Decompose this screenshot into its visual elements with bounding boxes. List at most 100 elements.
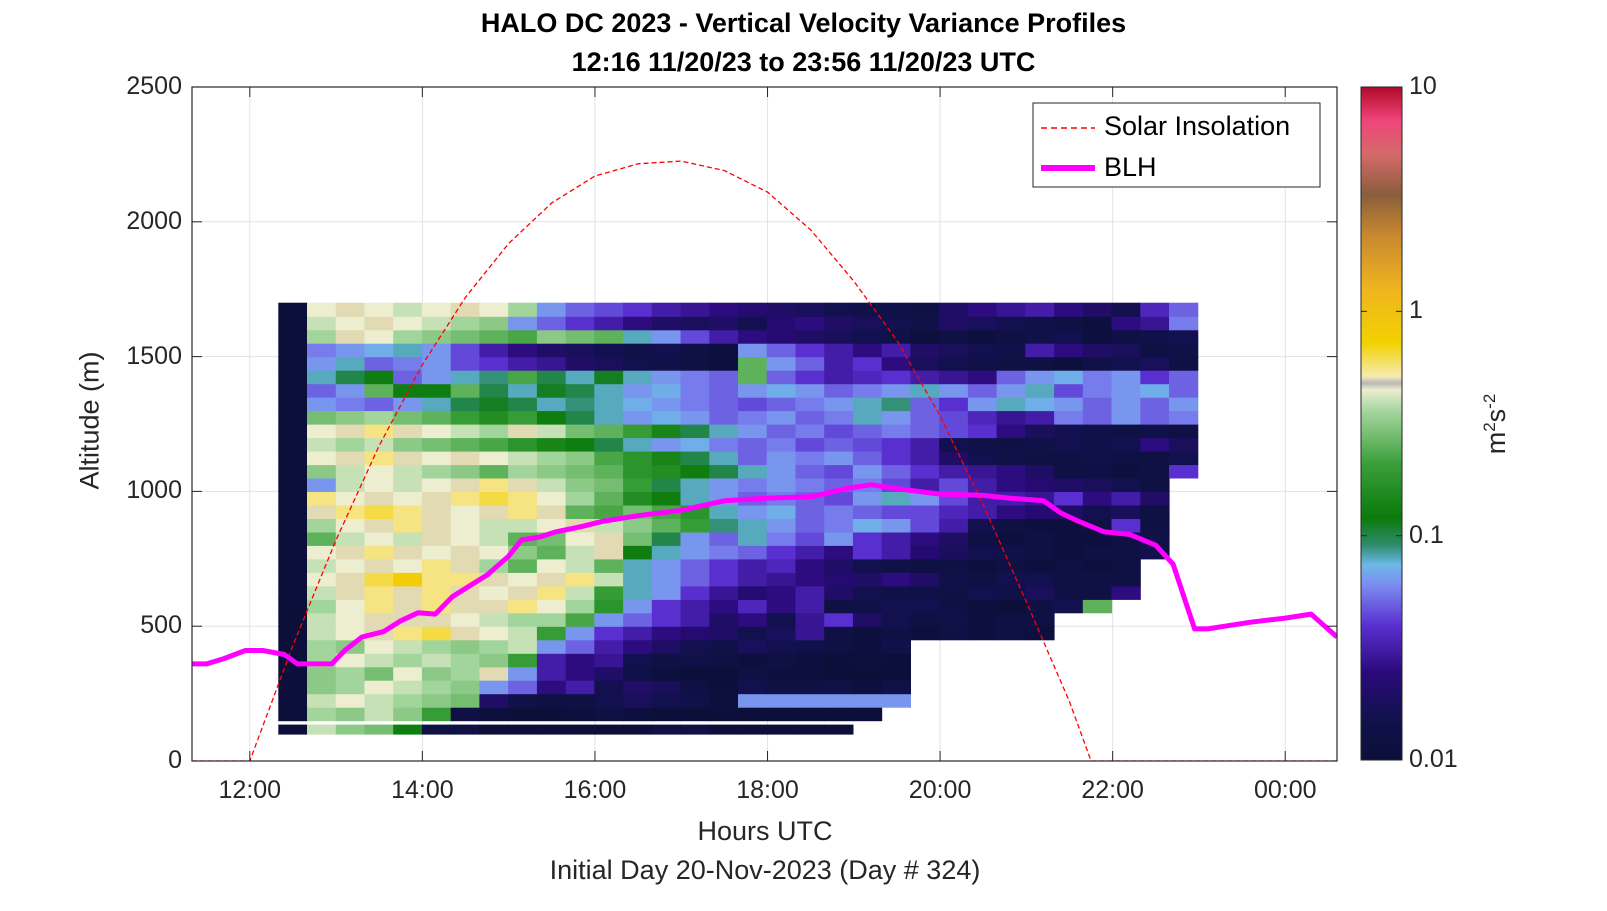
heatmap-cell (795, 572, 825, 587)
heatmap-cell (335, 410, 366, 425)
heatmap-cell (852, 397, 883, 412)
heatmap-cell (766, 437, 796, 452)
heatmap-cell (421, 451, 452, 466)
heatmap-cell (939, 437, 969, 452)
heatmap-cell (623, 316, 653, 331)
heatmap-cell (335, 356, 366, 371)
heatmap-cell (881, 424, 911, 439)
heatmap-cell (996, 356, 1026, 371)
heatmap-cell (738, 302, 768, 317)
heatmap-cell (651, 599, 682, 614)
heatmap-cell (364, 504, 394, 519)
heatmap-cell (996, 343, 1026, 358)
x-tick-label: 18:00 (736, 776, 799, 804)
heatmap-cell (364, 666, 394, 681)
heatmap-cell (852, 329, 883, 344)
heatmap-cell (594, 437, 624, 452)
heatmap-cell (967, 343, 998, 358)
heatmap-cell (623, 693, 653, 708)
heatmap-cell (1082, 397, 1113, 412)
heatmap-cell (335, 531, 366, 546)
heatmap-cell (450, 410, 480, 425)
heatmap-cell (393, 531, 423, 546)
heatmap-cell (479, 599, 509, 614)
heatmap-cell (852, 504, 883, 519)
heatmap-cell (852, 626, 883, 641)
heatmap-cell (738, 693, 768, 708)
heatmap-cell (623, 397, 653, 412)
heatmap-cell (565, 383, 595, 398)
heatmap-cell (795, 464, 825, 479)
colorbar-tick-label: 1 (1409, 296, 1423, 325)
heatmap-cell (996, 558, 1026, 573)
heatmap-cell (881, 612, 911, 627)
heatmap-cell (709, 639, 739, 654)
heatmap-cell (335, 383, 366, 398)
heatmap-cell (738, 707, 768, 722)
heatmap-cell (680, 558, 710, 573)
heatmap-cell (881, 397, 911, 412)
heatmap-cell (967, 531, 998, 546)
heatmap-cell (536, 666, 567, 681)
heatmap-cell (910, 397, 940, 412)
heatmap-cell (421, 707, 452, 722)
heatmap-cell (479, 383, 509, 398)
heatmap-cell (939, 302, 969, 317)
heatmap-cell (278, 504, 308, 519)
heatmap-cell (307, 302, 337, 317)
heatmap-cell (651, 329, 682, 344)
heatmap-cell (1082, 518, 1113, 533)
heatmap-cell (508, 666, 538, 681)
heatmap-cell (536, 356, 567, 371)
heatmap-cell (278, 329, 308, 344)
heatmap-cell (680, 572, 710, 587)
heatmap-cell (1054, 585, 1084, 600)
heatmap-cell (1054, 424, 1084, 439)
chart-title: HALO DC 2023 - Vertical Velocity Varianc… (480, 8, 1127, 38)
heatmap-cell (1082, 558, 1113, 573)
heatmap-cell (1140, 464, 1170, 479)
heatmap-cell (450, 531, 480, 546)
heatmap-cell (967, 599, 998, 614)
heatmap-cell (795, 437, 825, 452)
heatmap-cell (881, 585, 911, 600)
heatmap-cell (651, 518, 682, 533)
heatmap-cell (824, 491, 854, 506)
heatmap-cell (910, 356, 940, 371)
heatmap-cell (1025, 518, 1055, 533)
heatmap-cell (680, 545, 710, 560)
heatmap-cell (421, 693, 452, 708)
heatmap-cell (795, 666, 825, 681)
heatmap-cell (479, 464, 509, 479)
heatmap-cell (766, 370, 796, 385)
colorbar (1360, 86, 1403, 761)
heatmap-cell (450, 599, 480, 614)
colorbar-label-sup2: -2 (1480, 393, 1499, 409)
heatmap-cell (651, 531, 682, 546)
heatmap-cell (967, 316, 998, 331)
heatmap-cell (393, 356, 423, 371)
heatmap-cell (594, 329, 624, 344)
heatmap-cell (1054, 397, 1084, 412)
heatmap-cell (1054, 370, 1084, 385)
heatmap-cell (709, 343, 739, 358)
heatmap-cell (335, 504, 366, 519)
heatmap-cell (335, 693, 366, 708)
heatmap-cell (967, 370, 998, 385)
heatmap-cell (967, 558, 998, 573)
heatmap-cell (1082, 491, 1113, 506)
heatmap-cell (852, 572, 883, 587)
chart-subtitle: 12:16 11/20/23 to 23:56 11/20/23 UTC (571, 47, 1036, 77)
heatmap-cell (623, 464, 653, 479)
heatmap-cell (795, 397, 825, 412)
heatmap-cell (766, 464, 796, 479)
heatmap-cell (1111, 302, 1141, 317)
heatmap-cell (939, 316, 969, 331)
heatmap-cell (479, 653, 509, 668)
heatmap-cell (594, 572, 624, 587)
heatmap-cell (479, 370, 509, 385)
heatmap-cell (795, 724, 825, 735)
heatmap-cell (1140, 518, 1170, 533)
heatmap-cell (852, 599, 883, 614)
heatmap-cell (680, 451, 710, 466)
